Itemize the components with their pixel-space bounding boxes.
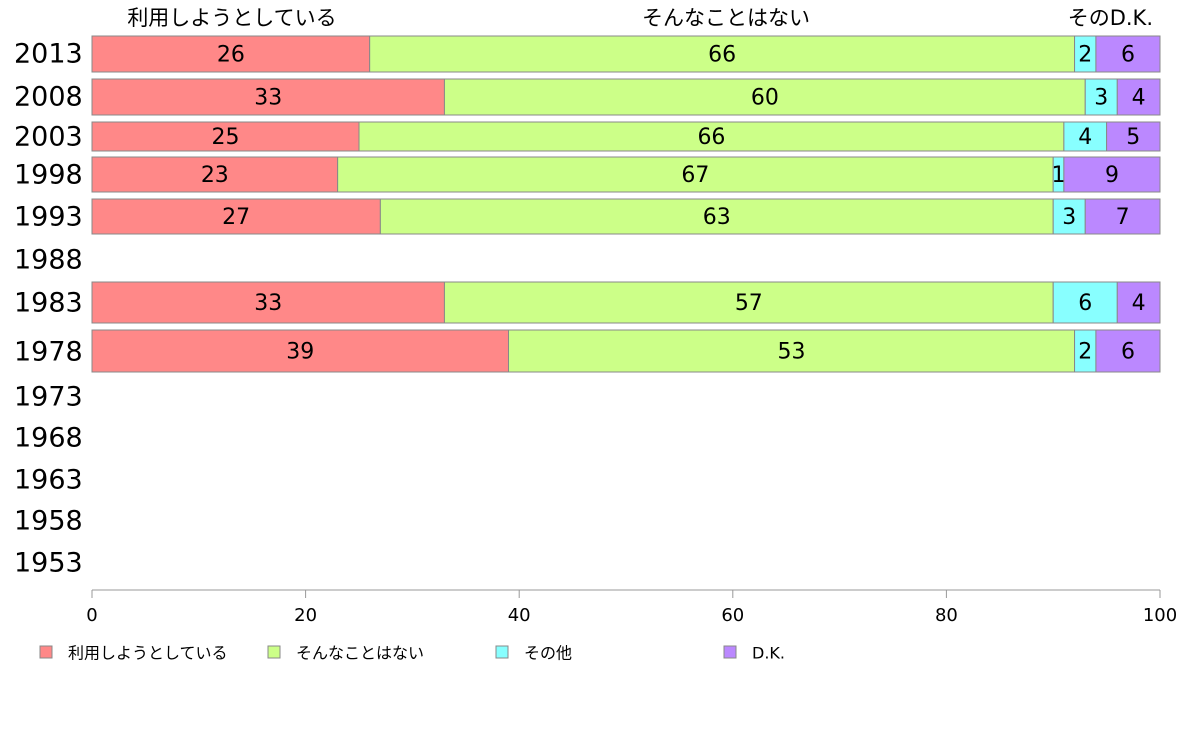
bars: 26 66 2 633 60 3 425 66 4 523 67 1 927 63 3 733 57 6 439 53…: [91, 35, 1161, 373]
y-label-1953: 1953: [14, 548, 83, 579]
legend-swatch-0: [39, 645, 53, 659]
bar-1983-0: [91, 281, 445, 324]
legend-swatch-3: [723, 645, 737, 659]
bar-2003-2: [1063, 121, 1108, 152]
bar-label-2003-2: 4: [1078, 125, 1092, 150]
bar-2008-1: [443, 78, 1086, 116]
bar-label-1983-3: 4: [1132, 291, 1146, 316]
bar-label-1998-2: 1: [1052, 163, 1066, 188]
bar-1998-1: [337, 156, 1054, 193]
legend-swatch-1: [267, 645, 281, 659]
x-tick-label-0: 0: [86, 605, 97, 626]
y-label-1963: 1963: [14, 465, 83, 496]
bar-label-2003-0: 25: [212, 125, 240, 150]
bar-1993-0: [91, 198, 381, 235]
bar-label-1978-2: 2: [1078, 340, 1092, 365]
y-label-2013: 2013: [14, 39, 83, 70]
bar-label-1978-1: 53: [778, 340, 806, 365]
x-tick-label-100: 100: [1143, 605, 1177, 626]
y-label-1968: 1968: [14, 423, 83, 454]
bar-label-1998-1: 67: [681, 163, 709, 188]
bar-label-2008-3: 4: [1132, 86, 1146, 111]
x-tick-label-60: 60: [721, 605, 744, 626]
bar-label-1978-3: 6: [1121, 340, 1135, 365]
bar-label-2013-0: 26: [217, 43, 245, 68]
bar-label-1993-0: 27: [222, 205, 250, 230]
y-label-1973: 1973: [14, 382, 83, 413]
bar-label-1983-0: 33: [254, 291, 282, 316]
bar-1993-1: [379, 198, 1054, 235]
top-label-2: そのD.K.: [1068, 6, 1153, 30]
bar-1983-3: [1116, 281, 1161, 324]
bar-label-1993-3: 7: [1116, 205, 1130, 230]
bar-2008-2: [1084, 78, 1118, 116]
bar-1993-3: [1084, 198, 1161, 235]
legend-label-2: その他: [524, 644, 572, 663]
bar-1978-3: [1095, 329, 1161, 373]
legend-label-0: 利用しようとしている: [68, 644, 228, 663]
bar-1983-1: [443, 281, 1054, 324]
top-label-0: 利用しようとしている: [127, 6, 336, 30]
x-axis: 0 20 40 60 80 100: [86, 589, 1177, 626]
bar-2008-0: [91, 78, 445, 116]
legend-label-3: D.K.: [752, 644, 785, 663]
bar-label-2013-2: 2: [1078, 43, 1092, 68]
bar-2013-3: [1095, 35, 1161, 73]
x-tick-label-80: 80: [935, 605, 958, 626]
x-tick-label-40: 40: [508, 605, 531, 626]
bar-label-1998-0: 23: [201, 163, 229, 188]
y-label-1958: 1958: [14, 506, 83, 537]
bar-label-1983-1: 57: [735, 291, 763, 316]
y-label-1988: 1988: [14, 245, 83, 276]
bar-2003-0: [91, 121, 360, 152]
y-label-1978: 1978: [14, 337, 83, 368]
bar-label-1998-3: 9: [1105, 163, 1119, 188]
legend: 利用しようとしている そんなことはない その他 D.K.: [39, 644, 785, 663]
bar-label-1978-0: 39: [286, 340, 314, 365]
y-label-2003: 2003: [14, 122, 83, 153]
bar-1998-0: [91, 156, 339, 193]
top-label-1: そんなことはない: [642, 6, 810, 30]
bar-2013-1: [369, 35, 1076, 73]
bar-2013-0: [91, 35, 371, 73]
top-labels: 利用しようとしている そんなことはない そのD.K.: [127, 6, 1153, 30]
bar-label-2008-2: 3: [1094, 86, 1108, 111]
bar-2003-3: [1106, 121, 1161, 152]
bar-1998-3: [1063, 156, 1161, 193]
bar-2008-3: [1116, 78, 1161, 116]
y-label-1993: 1993: [14, 202, 83, 233]
bar-label-2013-3: 6: [1121, 43, 1135, 68]
bar-label-1993-1: 63: [703, 205, 731, 230]
bar-label-1993-2: 3: [1062, 205, 1076, 230]
y-label-1983: 1983: [14, 288, 83, 319]
bar-label-2008-1: 60: [751, 86, 779, 111]
bar-1983-2: [1052, 281, 1118, 324]
bar-label-2003-3: 5: [1126, 125, 1140, 150]
bar-label-2013-1: 66: [708, 43, 736, 68]
bar-1978-0: [91, 329, 510, 373]
legend-label-1: そんなことはない: [296, 644, 424, 663]
bar-label-2003-1: 66: [697, 125, 725, 150]
bar-label-1983-2: 6: [1078, 291, 1092, 316]
x-tick-label-20: 20: [294, 605, 317, 626]
y-label-2008: 2008: [14, 82, 83, 113]
bar-label-2008-0: 33: [254, 86, 282, 111]
y-label-1998: 1998: [14, 160, 83, 191]
legend-swatch-2: [495, 645, 509, 659]
bar-2003-1: [358, 121, 1065, 152]
y-axis-labels: 2013 2008 2003 1998 1993 1988 1983 1978 1973 1968…: [14, 39, 83, 579]
